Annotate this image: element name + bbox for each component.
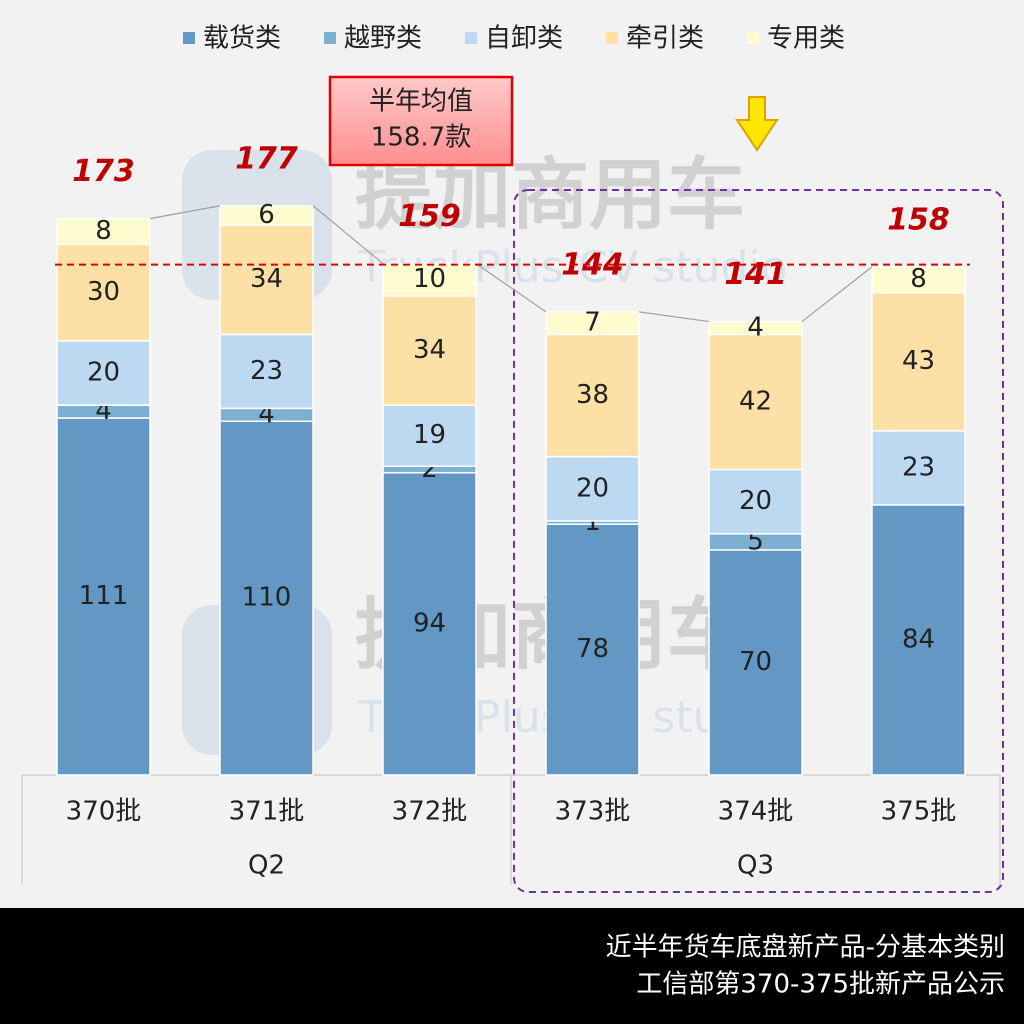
- arrow: [735, 96, 779, 152]
- bar-segment: [708, 468, 803, 535]
- total-label: 159: [398, 199, 461, 234]
- connector: [638, 311, 710, 323]
- data-label: 20: [87, 358, 120, 388]
- data-label: 34: [250, 264, 283, 294]
- footer-line: 近半年货车底盘新产品-分基本类别: [606, 933, 1005, 963]
- bar-segment: [545, 311, 640, 336]
- annotation-box: [328, 75, 514, 167]
- annotation: 半年均值: [369, 87, 473, 117]
- bar-segment: [545, 523, 640, 776]
- data-label: 8: [95, 216, 112, 246]
- category-label: 375批: [881, 797, 957, 827]
- legend-marker: [606, 32, 618, 44]
- bar-segment: [382, 295, 477, 406]
- data-label: 20: [576, 473, 609, 503]
- bar-segment: [219, 224, 314, 336]
- data-label: 94: [413, 608, 446, 638]
- legend-marker: [324, 32, 336, 44]
- category-label: 373批: [555, 797, 631, 827]
- legend-marker: [465, 32, 477, 44]
- data-label: 34: [413, 335, 446, 365]
- bar-segment: [708, 320, 803, 336]
- group-label: Q3: [737, 851, 774, 881]
- data-label: 23: [250, 356, 283, 386]
- group-label: Q2: [248, 851, 285, 881]
- data-label: 6: [258, 200, 275, 230]
- bar-segment: [219, 205, 314, 226]
- total-label: 141: [724, 257, 787, 292]
- legend-label: 越野类: [344, 24, 422, 54]
- category-label: 371批: [229, 797, 305, 827]
- bar-segment: [545, 333, 640, 458]
- bar-segment: [219, 333, 314, 410]
- footer-band: [0, 908, 1024, 1024]
- connector: [801, 266, 873, 323]
- bar-segment: [382, 404, 477, 468]
- highlight-box: [513, 189, 1004, 893]
- bar-segment: [382, 262, 477, 297]
- connector: [149, 205, 221, 220]
- total-label: 144: [561, 247, 624, 282]
- category-label: 370批: [66, 797, 142, 827]
- data-label: 23: [902, 452, 935, 482]
- legend-label: 载货类: [203, 24, 281, 54]
- legend-marker: [183, 32, 195, 44]
- bar-segment: [708, 333, 803, 471]
- plot: 载货类 越野类 自卸类 牵引类 专用类111420308370批110423346371…: [21, 24, 1001, 885]
- data-label: 78: [576, 634, 609, 664]
- legend-label: 牵引类: [626, 24, 704, 54]
- data-label: 19: [413, 420, 446, 450]
- bar-segment: [56, 417, 151, 776]
- footer-line: 工信部第370-375批新产品公示: [636, 970, 1005, 1000]
- data-label: 20: [739, 486, 772, 516]
- data-label: 30: [87, 277, 120, 307]
- data-label: 42: [739, 386, 772, 416]
- data-label: 110: [242, 583, 292, 613]
- legend-marker: [747, 32, 759, 44]
- category-label: 374批: [718, 797, 794, 827]
- bar-segment: [871, 504, 966, 776]
- data-label: 4: [747, 312, 764, 342]
- bar-segment: [871, 291, 966, 432]
- bar-segment: [219, 420, 314, 776]
- bar-segment: [871, 266, 966, 294]
- data-label: 38: [576, 380, 609, 410]
- data-label: 111: [79, 581, 129, 611]
- bar-segment: [56, 243, 151, 342]
- data-label: 7: [584, 308, 601, 338]
- data-label: 43: [902, 346, 935, 376]
- data-label: 70: [739, 647, 772, 677]
- connector: [475, 263, 547, 313]
- total-label: 158: [887, 202, 950, 237]
- bar-segment: [382, 471, 477, 776]
- bar-segment: [56, 217, 151, 246]
- legend-label: 自卸类: [485, 24, 563, 54]
- total-label: 173: [72, 154, 135, 189]
- annotation-value: 158.7款: [371, 123, 471, 153]
- connector: [312, 205, 384, 265]
- data-label: 84: [902, 624, 935, 654]
- total-label: 177: [235, 141, 298, 176]
- data-label: 8: [910, 264, 927, 294]
- data-label: 10: [413, 264, 446, 294]
- legend-label: 专用类: [767, 24, 845, 54]
- category-label: 372批: [392, 797, 468, 827]
